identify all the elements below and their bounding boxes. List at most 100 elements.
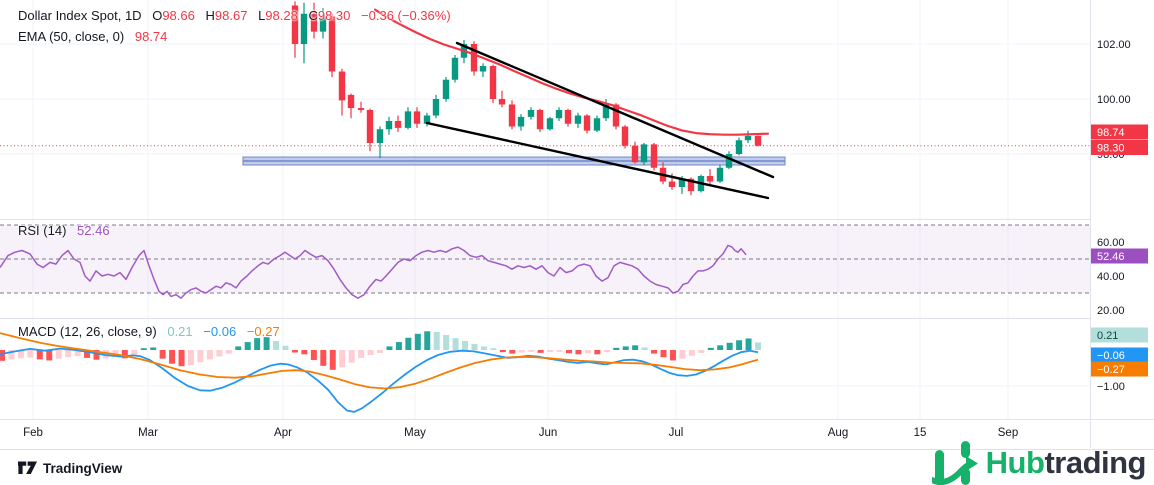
macd-hist-bar (518, 350, 525, 353)
macd-hist-bar (55, 350, 62, 359)
macd-hist-bar (0, 350, 5, 361)
symbol-title: Dollar Index Spot, 1D (18, 8, 142, 23)
svg-text:60.00: 60.00 (1097, 237, 1125, 249)
macd-hist-bar (140, 348, 147, 350)
candle-body (744, 135, 752, 141)
candle-body (621, 126, 629, 146)
hubtrading-logo[interactable]: Hubtrading (931, 441, 1146, 485)
rsi-legend[interactable]: RSI (14) 52.46 (18, 221, 110, 240)
macd-hist-bar (358, 350, 365, 358)
trendline-lower[interactable] (425, 121, 770, 200)
macd-hist-bar (443, 334, 450, 350)
macd-hist-bar (452, 338, 459, 350)
macd-histogram (0, 331, 761, 370)
candle-body (470, 44, 478, 72)
ema-line (373, 8, 770, 136)
time-axis-label: Jun (539, 427, 558, 439)
symbol-legend[interactable]: Dollar Index Spot, 1D O98.66 H98.67 L98.… (18, 6, 451, 25)
tradingview-logo[interactable]: TradingView (18, 460, 122, 476)
macd-legend[interactable]: MACD (12, 26, close, 9) 0.21 −0.06 −0.27 (18, 322, 280, 341)
macd-hist-bar (490, 348, 497, 350)
candle-body (564, 110, 572, 124)
axis-badge: 52.46 (1091, 248, 1148, 264)
rsi-value: 52.46 (77, 223, 110, 238)
hubtrading-icon (931, 441, 978, 485)
macd-hist-bar (717, 345, 724, 350)
macd-hist-bar (471, 343, 478, 350)
support-zone[interactable] (242, 156, 786, 166)
macd-hist-bar (707, 347, 714, 350)
time-axis: Feb Mar Apr May Jun Jul Aug 15 Sep (23, 427, 1018, 439)
candle-body (300, 13, 308, 44)
candle-body (602, 104, 610, 119)
macd-signal-value: −0.27 (246, 324, 280, 339)
rsi-band (0, 224, 1090, 294)
axis-badge: −0.27 (1091, 361, 1148, 377)
macd-hist-bar (74, 350, 81, 357)
macd-hist-bar (414, 333, 421, 350)
macd-hist-bar (8, 350, 15, 360)
gridlines (0, 0, 1090, 419)
candle-body (640, 144, 648, 163)
macd-hist-bar (367, 350, 374, 356)
ohlc-close-value: 98.30 (317, 8, 351, 23)
macd-hist-bar (603, 350, 610, 353)
candle-body (678, 178, 686, 187)
macd-name: MACD (12, 26, close, 9) (18, 324, 157, 339)
candle-body (593, 118, 601, 131)
macd-hist-bar (244, 342, 251, 350)
axis-badge: 98.74 (1091, 124, 1148, 140)
candle-body (583, 115, 591, 131)
macd-hist-bar (282, 345, 289, 350)
candle-body (631, 145, 639, 163)
time-axis-label: Mar (138, 427, 158, 439)
macd-hist-bar (121, 350, 128, 359)
macd-hist-bar (395, 342, 402, 350)
ema-value: 98.74 (134, 29, 168, 44)
macd-hist-bar (641, 347, 648, 350)
macd-hist-bar (17, 350, 24, 359)
candle-body (385, 121, 393, 130)
svg-text:100.00: 100.00 (1097, 94, 1131, 106)
macd-scale[interactable] (1090, 318, 1154, 419)
tradingview-label: TradingView (43, 460, 123, 476)
svg-text:−0.27: −0.27 (1097, 364, 1125, 376)
ohlc-low-value: 98.28 (265, 8, 298, 23)
ema-legend[interactable]: EMA (50, close, 0) 98.74 (18, 27, 167, 46)
change-value: −0.36 (−0.36%) (361, 8, 451, 23)
candle-body (291, 5, 299, 44)
macd-hist-bar (386, 346, 393, 350)
macd-hist-bar (310, 350, 317, 361)
candle-body (489, 66, 497, 99)
time-axis-label: Apr (274, 427, 292, 439)
time-axis-label: Sep (998, 427, 1018, 439)
macd-hist-bar (632, 345, 639, 350)
macd-hist-bar (93, 350, 100, 360)
candle-body (394, 121, 402, 128)
svg-text:102.00: 102.00 (1097, 39, 1131, 51)
macd-hist-bar (131, 350, 138, 357)
price-scale[interactable] (1090, 0, 1154, 219)
candle-body (508, 104, 516, 127)
svg-text:−0.06: −0.06 (1097, 350, 1125, 362)
candle-body (347, 94, 355, 109)
time-axis-label: 15 (914, 427, 927, 439)
candle-body (423, 115, 431, 124)
svg-text:98.30: 98.30 (1097, 143, 1125, 155)
macd-hist-bar (150, 347, 157, 350)
ohlc-close-label: C (308, 8, 318, 23)
chart-canvas[interactable]: 102.00100.0098.0060.0040.0020.00−1.0098.… (0, 0, 1154, 448)
macd-hist-bar (622, 346, 629, 350)
macd-hist-bar (755, 342, 761, 350)
time-axis-label: May (404, 427, 426, 439)
candle-body (725, 154, 733, 168)
rsi-scale[interactable] (1090, 219, 1154, 318)
candle-body (536, 110, 544, 130)
candle-body (319, 16, 327, 32)
svg-text:40.00: 40.00 (1097, 271, 1125, 283)
trendline-upper[interactable] (455, 41, 775, 179)
macd-hist-bar (206, 350, 213, 360)
macd-hist-bar (291, 350, 298, 353)
candle-body (687, 178, 695, 192)
candle-body (517, 116, 525, 127)
